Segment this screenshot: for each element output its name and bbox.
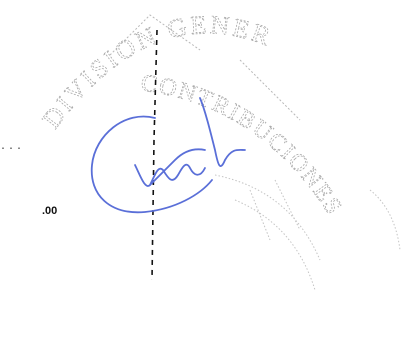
dotted-leader: ... <box>0 142 25 153</box>
amount-value: .00 <box>42 205 58 217</box>
